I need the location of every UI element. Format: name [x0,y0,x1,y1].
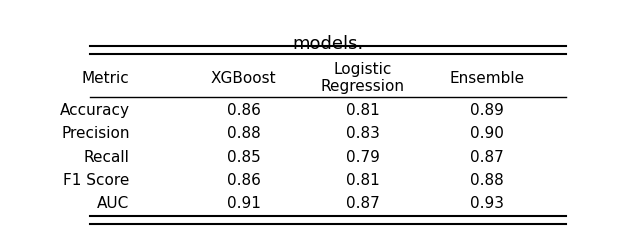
Text: Ensemble: Ensemble [449,71,524,86]
Text: 0.91: 0.91 [227,196,260,211]
Text: 0.93: 0.93 [470,196,504,211]
Text: 0.87: 0.87 [470,150,504,165]
Text: Precision: Precision [61,126,129,141]
Text: 0.89: 0.89 [470,103,504,118]
Text: F1 Score: F1 Score [63,173,129,188]
Text: 0.85: 0.85 [227,150,260,165]
Text: Accuracy: Accuracy [60,103,129,118]
Text: 0.90: 0.90 [470,126,504,141]
Text: 0.87: 0.87 [346,196,380,211]
Text: 0.86: 0.86 [227,173,260,188]
Text: 0.83: 0.83 [346,126,380,141]
Text: Metric: Metric [82,71,129,86]
Text: 0.81: 0.81 [346,173,380,188]
Text: XGBoost: XGBoost [211,71,276,86]
Text: models.: models. [292,35,364,53]
Text: 0.88: 0.88 [227,126,260,141]
Text: 0.81: 0.81 [346,103,380,118]
Text: Logistic
Regression: Logistic Regression [321,62,404,94]
Text: 0.79: 0.79 [346,150,380,165]
Text: 0.88: 0.88 [470,173,504,188]
Text: Recall: Recall [84,150,129,165]
Text: 0.86: 0.86 [227,103,260,118]
Text: AUC: AUC [97,196,129,211]
